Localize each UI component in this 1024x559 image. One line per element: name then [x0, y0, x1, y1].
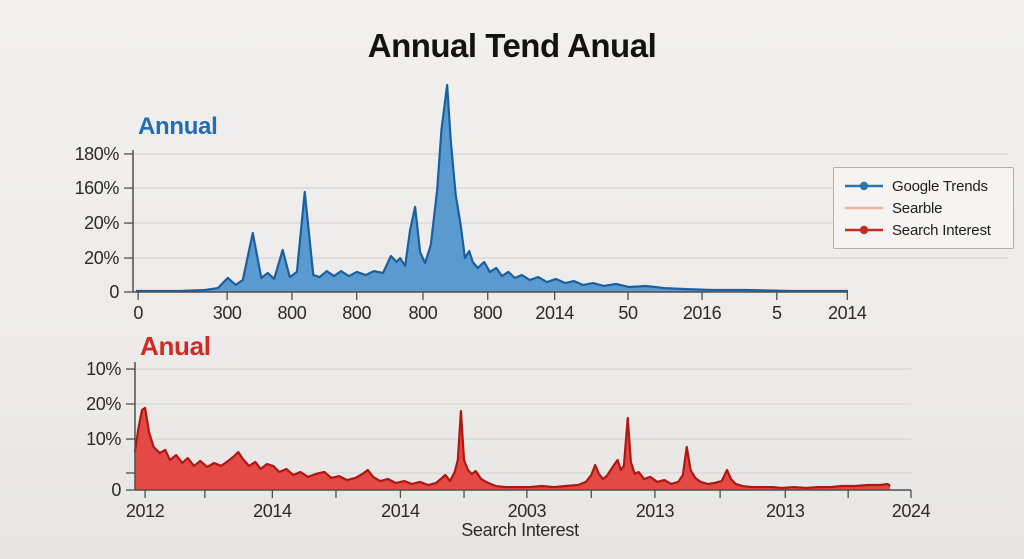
series-line [133, 406, 891, 490]
y-tick-label: 20% [84, 248, 119, 268]
legend-label: Searble [892, 199, 943, 217]
x-tick-label: 2003 [508, 501, 547, 521]
search-interest-chart: 0 10% 20% 10% 2012 2014 2014 2003 2013 2013 2024 [86, 359, 931, 521]
x-tick-label: 2013 [636, 501, 675, 521]
x-tick-label: 2012 [126, 501, 165, 521]
google-trends-chart: 0 20% 20% 160% 180% 0 300 800 800 800 800 2014 50 201… [75, 83, 1008, 323]
axis: 0 10% 20% 10% 2012 2014 2014 2003 2013 2013 2024 [86, 359, 931, 521]
gridlines [135, 368, 911, 474]
y-tick-label: 20% [86, 394, 121, 414]
legend-dot [859, 181, 869, 191]
chart-title: Annual Tend Anual [367, 27, 657, 64]
y-tick-label: 20% [84, 213, 119, 233]
legend-marker-icon [845, 181, 883, 191]
x-tick-label: 2013 [766, 501, 805, 521]
y-tick-label: 0 [111, 480, 121, 500]
legend-label: Google Trends [892, 177, 988, 195]
axis: 0 20% 20% 160% 180% 0 300 800 800 800 800 2014 50 201… [75, 144, 868, 323]
x-tick-label: 50 [618, 303, 638, 323]
x-tick-label: 2014 [535, 303, 574, 323]
red-series-label: Anual [140, 331, 211, 361]
y-tick-label: 10% [86, 429, 121, 449]
x-tick-label: 5 [772, 303, 782, 323]
series-line [136, 83, 848, 293]
x-tick-label: 800 [409, 303, 438, 323]
area-series [135, 407, 891, 490]
blue-series-label: Annual [138, 113, 218, 140]
x-tick-label: 2024 [892, 501, 931, 521]
y-tick-label: 180% [75, 144, 120, 164]
legend-dot [859, 225, 869, 235]
legend-item: Search Interest [843, 219, 1003, 241]
y-tick-label: 0 [109, 282, 119, 302]
x-axis-title: Search Interest [461, 520, 579, 540]
legend-item: Google Trends [843, 175, 1003, 197]
x-tick-label: 800 [342, 303, 371, 323]
x-tick-label: 300 [213, 303, 242, 323]
x-tick-label: 800 [473, 303, 502, 323]
legend-item: Searble [843, 197, 1003, 219]
x-tick-label: 2016 [683, 303, 722, 323]
x-tick-label: 2014 [381, 501, 420, 521]
legend-label: Search Interest [892, 221, 991, 239]
x-tick-label: 800 [278, 303, 307, 323]
legend: Google Trends Searble Search Interest [833, 167, 1014, 249]
y-tick-label: 160% [75, 178, 120, 198]
legend-marker-icon [845, 206, 883, 210]
x-tick-label: 2014 [828, 303, 867, 323]
x-tick-label: 0 [133, 303, 143, 323]
y-tick-label: 10% [86, 359, 121, 379]
legend-marker-icon [845, 225, 883, 235]
x-tick-label: 2014 [253, 501, 292, 521]
